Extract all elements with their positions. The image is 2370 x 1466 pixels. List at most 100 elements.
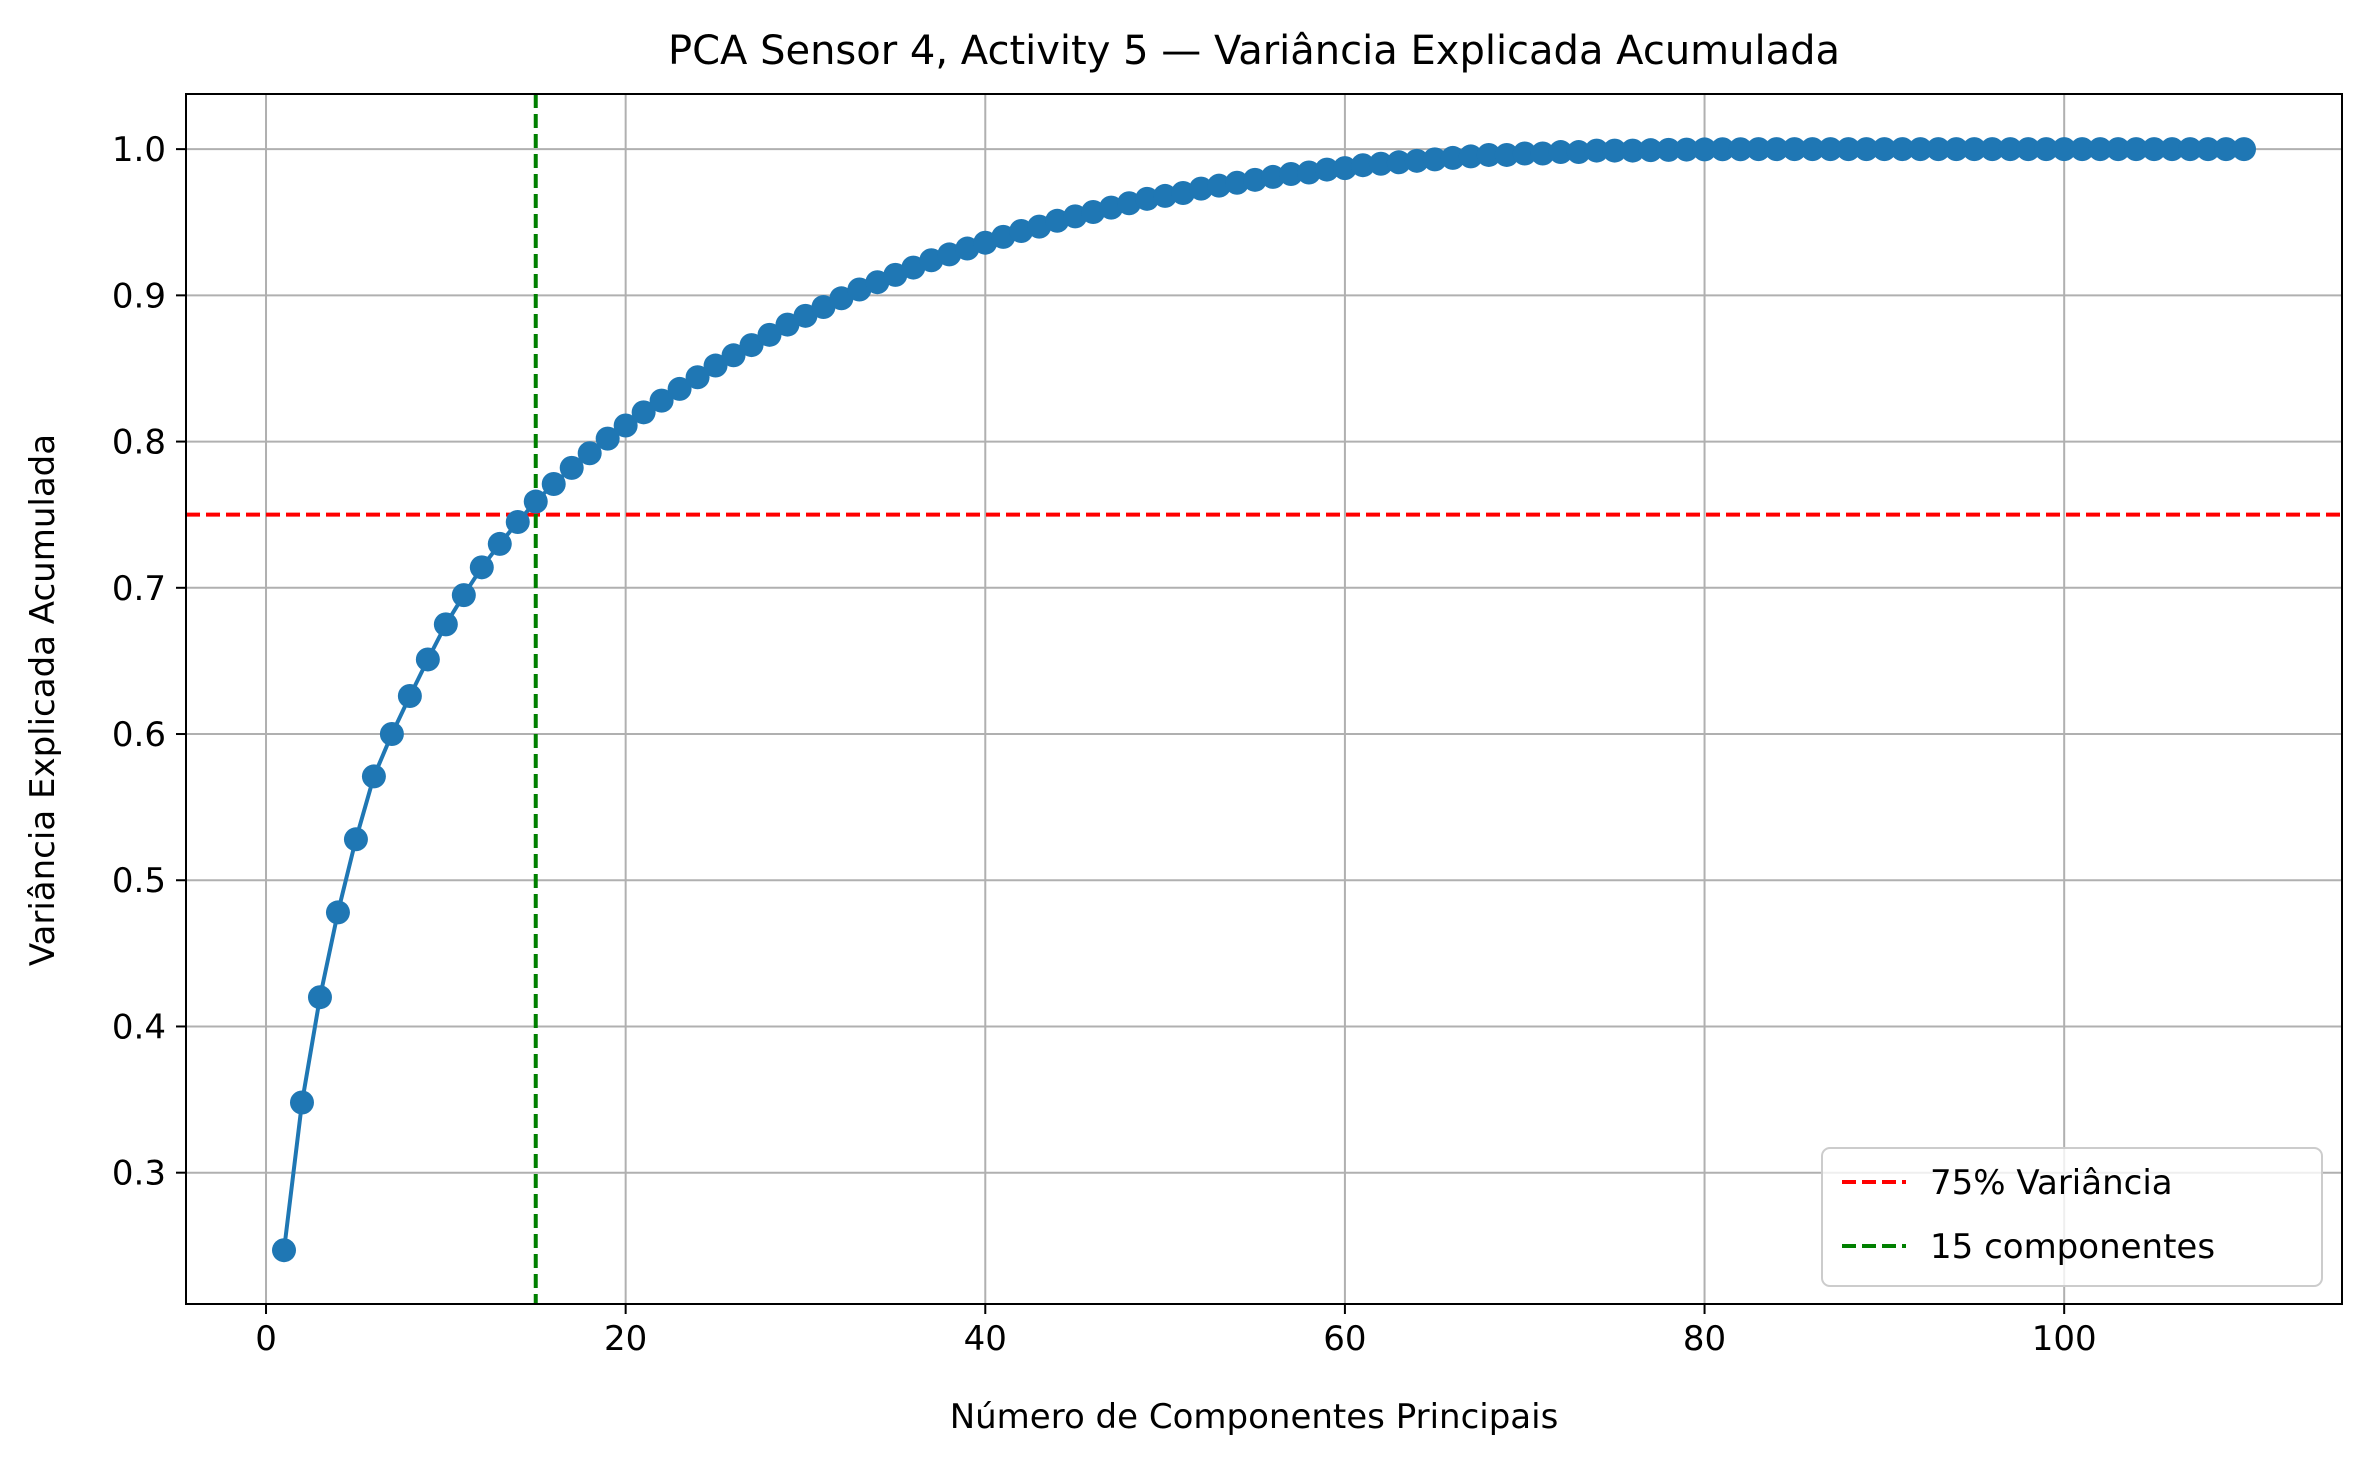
data-point — [1117, 191, 1142, 216]
data-point — [721, 343, 746, 368]
data-point — [1674, 137, 1699, 162]
data-point — [1692, 137, 1717, 162]
data-point — [343, 827, 368, 852]
data-point — [1980, 137, 2005, 162]
data-point — [1728, 137, 1753, 162]
x-tick-label: 80 — [1683, 1319, 1726, 1359]
data-point — [1620, 138, 1645, 163]
data-point — [541, 471, 566, 496]
y-axis-label: Variância Explicada Acumulada — [23, 434, 63, 966]
data-point — [1836, 137, 1861, 162]
data-point — [2160, 137, 2185, 162]
data-point — [397, 684, 422, 709]
data-point — [2214, 137, 2239, 162]
y-tick-label: 0.5 — [112, 861, 166, 901]
y-tick-label: 0.7 — [112, 569, 166, 609]
data-point — [1908, 137, 1933, 162]
y-tick-label: 1.0 — [112, 130, 166, 170]
data-point — [613, 413, 638, 438]
data-point — [1638, 138, 1663, 163]
data-point — [775, 312, 800, 337]
legend-label-15-componentes: 15 componentes — [1930, 1227, 2215, 1267]
data-point — [1584, 138, 1609, 163]
data-point — [739, 333, 764, 358]
reference-lines — [186, 94, 2342, 1304]
data-point — [1404, 148, 1429, 173]
data-point — [272, 1238, 296, 1263]
data-point — [1368, 151, 1393, 176]
data-point — [1296, 160, 1321, 185]
data-point — [1332, 156, 1357, 181]
data-point — [361, 764, 386, 789]
data-point — [1602, 138, 1627, 163]
data-point — [1314, 157, 1339, 182]
x-tick-label: 20 — [604, 1319, 647, 1359]
data-point — [2232, 137, 2256, 162]
data-point — [433, 612, 458, 637]
data-point — [487, 531, 512, 556]
data-point — [2196, 137, 2221, 162]
data-point — [1045, 208, 1070, 233]
data-point — [883, 262, 908, 287]
data-point — [1458, 144, 1483, 169]
data-point — [1962, 137, 1987, 162]
data-point — [2034, 137, 2059, 162]
data-point — [631, 400, 656, 425]
data-point — [1278, 161, 1303, 186]
data-point — [1710, 137, 1735, 162]
data-point — [1081, 200, 1106, 225]
data-point — [1872, 137, 1897, 162]
data-point — [1189, 176, 1214, 201]
data-point — [793, 303, 818, 328]
legend: 75% Variância 15 componentes — [1821, 1147, 2323, 1287]
y-tick-label: 0.3 — [112, 1154, 166, 1194]
data-point — [415, 647, 440, 672]
data-point — [1764, 137, 1789, 162]
x-tick-label: 40 — [964, 1319, 1007, 1359]
data-point — [595, 426, 620, 451]
y-tick-label: 0.9 — [112, 276, 166, 316]
data-point — [307, 985, 332, 1010]
data-point — [1099, 195, 1124, 220]
data-point — [1782, 137, 1807, 162]
data-point — [1476, 142, 1501, 167]
x-tick-label: 100 — [2032, 1319, 2097, 1359]
data-point — [1854, 137, 1879, 162]
data-point — [1009, 219, 1034, 244]
chart-title: PCA Sensor 4, Activity 5 — Variância Exp… — [668, 28, 1840, 74]
data-point — [1422, 147, 1447, 172]
data-point — [1944, 137, 1969, 162]
data-point — [1530, 141, 1555, 166]
data-point — [1171, 180, 1196, 205]
data-point — [2178, 137, 2203, 162]
data-point — [667, 376, 692, 401]
data-point — [577, 441, 602, 466]
data-point — [1440, 145, 1465, 170]
data-point — [505, 509, 530, 534]
data-point — [2106, 137, 2131, 162]
data-point — [325, 900, 350, 925]
data-point — [1746, 137, 1771, 162]
data-point — [2124, 137, 2149, 162]
data-point — [1512, 141, 1537, 166]
data-point — [1998, 137, 2023, 162]
data-point — [1225, 170, 1250, 195]
data-point — [685, 365, 710, 390]
data-point — [1135, 186, 1160, 211]
data-point — [811, 295, 836, 320]
data-point — [1494, 142, 1519, 167]
data-point — [1548, 140, 1573, 165]
data-point — [847, 277, 872, 302]
data-point — [289, 1090, 314, 1115]
data-point — [2088, 137, 2113, 162]
y-tick-label: 0.8 — [112, 423, 166, 463]
data-point — [469, 555, 494, 580]
data-point — [2070, 137, 2095, 162]
data-point — [649, 388, 674, 413]
legend-label-75-variancia: 75% Variância — [1930, 1163, 2173, 1203]
data-point — [2052, 137, 2077, 162]
y-tick-label: 0.4 — [112, 1007, 166, 1047]
y-tick-label: 0.6 — [112, 715, 166, 755]
plot-frame — [185, 93, 2343, 1305]
